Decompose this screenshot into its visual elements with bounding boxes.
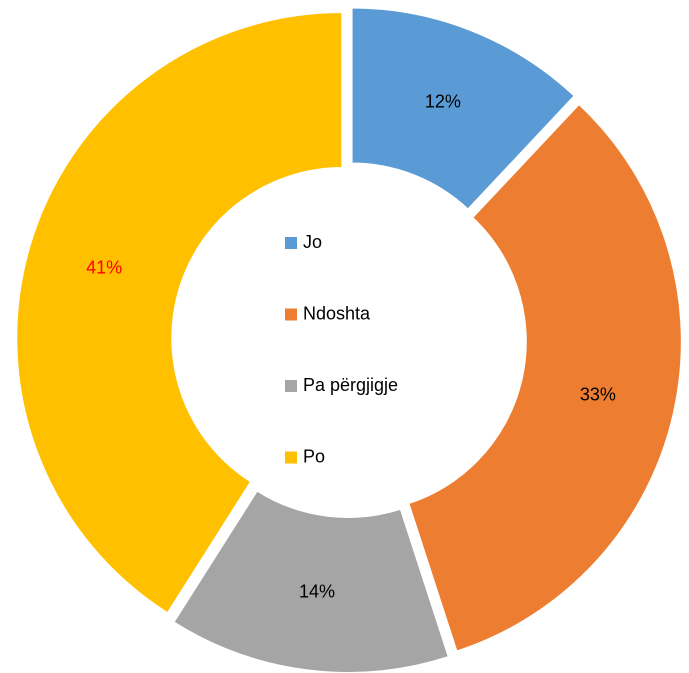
legend-label: Ndoshta <box>303 303 371 323</box>
donut-slice <box>407 102 683 653</box>
legend-swatch <box>285 237 297 249</box>
value-label: 14% <box>299 582 335 602</box>
value-label: 12% <box>425 92 461 112</box>
legend-label: Pa përgjigje <box>303 375 398 395</box>
donut-slice <box>350 6 577 211</box>
legend-swatch <box>285 308 297 321</box>
donut-slice <box>15 11 344 615</box>
legend-label: Jo <box>303 232 322 252</box>
value-label: 41% <box>86 258 122 278</box>
donut-slice <box>172 489 451 673</box>
value-label: 33% <box>580 384 616 404</box>
legend-swatch <box>285 380 297 392</box>
legend-swatch <box>285 451 297 464</box>
legend-label: Po <box>303 446 325 466</box>
